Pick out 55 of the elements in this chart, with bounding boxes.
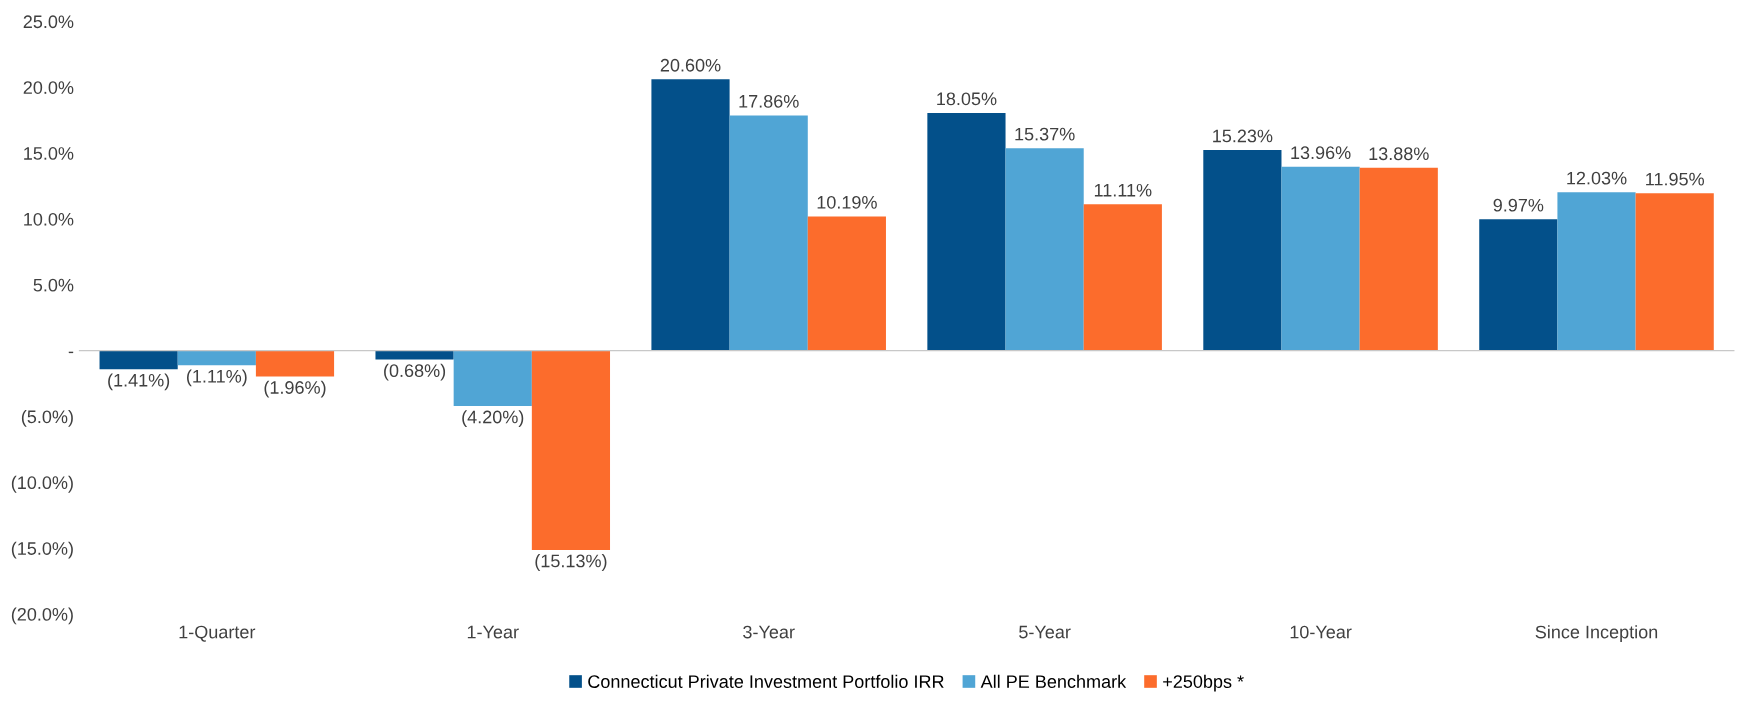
- bar: [99, 350, 178, 370]
- bar: [1359, 167, 1438, 351]
- x-tick-label: 10-Year: [1290, 625, 1352, 639]
- bar: [651, 79, 730, 351]
- y-tick-label: (20.0%): [11, 607, 73, 625]
- legend-label: +250bps *: [1163, 674, 1244, 692]
- bar: [177, 350, 256, 366]
- data-label: (1.96%): [264, 380, 326, 398]
- bar: [1479, 219, 1558, 351]
- data-label: 13.96%: [1291, 146, 1351, 160]
- bar: [1005, 148, 1084, 351]
- bar: [927, 112, 1006, 351]
- legend-label: All PE Benchmark: [980, 674, 1127, 688]
- data-label: 15.37%: [1015, 127, 1075, 141]
- y-tick-label: 5.0%: [33, 278, 74, 292]
- y-tick-label: 10.0%: [24, 212, 74, 226]
- data-label: 20.60%: [660, 58, 721, 72]
- data-label: (4.20%): [462, 410, 524, 427]
- x-tick-label: 1-Year: [467, 625, 519, 639]
- bar: [729, 115, 808, 351]
- bar: [1635, 193, 1714, 351]
- x-tick-label: 5-Year: [1019, 625, 1071, 639]
- data-label: 18.05%: [937, 92, 997, 106]
- y-tick-label: (10.0%): [11, 475, 73, 493]
- data-label: (15.13%): [535, 554, 607, 571]
- data-label: (0.68%): [384, 363, 446, 381]
- data-label: 13.88%: [1369, 147, 1429, 161]
- bar: [375, 350, 454, 360]
- bar: [1203, 150, 1282, 351]
- data-label: 10.19%: [817, 195, 877, 209]
- y-tick-label: (15.0%): [11, 541, 73, 559]
- y-tick-label: 20.0%: [23, 81, 74, 94]
- data-label: (1.11%): [186, 369, 247, 387]
- y-tick-label: (5.0%): [21, 409, 73, 427]
- data-label: 15.23%: [1213, 129, 1273, 143]
- y-tick-label: 15.0%: [24, 147, 74, 160]
- x-tick-label: 1-Quarter: [179, 625, 256, 642]
- bar: [1281, 166, 1360, 351]
- bar: [453, 350, 532, 406]
- data-label: 11.11%: [1094, 183, 1152, 197]
- bar: [531, 350, 611, 550]
- data-label: 12.03%: [1567, 171, 1627, 185]
- y-tick-label: -: [68, 351, 74, 354]
- data-label: (1.41%): [108, 373, 170, 391]
- bar: [1083, 204, 1162, 351]
- y-tick-label: 25.0%: [23, 15, 74, 29]
- bar: [1557, 192, 1636, 351]
- x-tick-label: 3-Year: [743, 625, 795, 639]
- bar: [255, 350, 335, 377]
- data-label: 9.97%: [1493, 198, 1544, 212]
- bar: [807, 216, 886, 351]
- x-tick-label: Since Inception: [1535, 625, 1658, 642]
- data-label: 17.86%: [739, 94, 799, 108]
- legend-label: Connecticut Private Investment Portfolio IRR: [588, 674, 944, 688]
- data-label: 11.95%: [1646, 172, 1705, 186]
